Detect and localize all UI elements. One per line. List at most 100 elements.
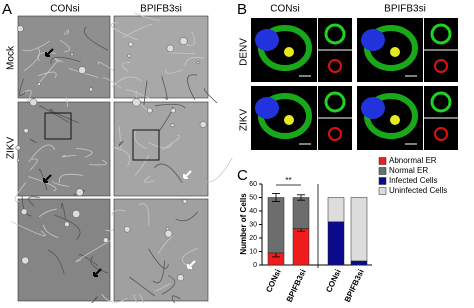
vesicle <box>75 188 84 197</box>
inset-box <box>132 129 160 161</box>
vesicle <box>170 123 175 128</box>
nucleus <box>255 97 279 119</box>
membrane <box>23 47 41 72</box>
vesicle <box>72 209 81 218</box>
y-tick-label: 50 <box>249 194 257 201</box>
colocalization <box>284 115 294 125</box>
legend-swatch <box>378 167 387 175</box>
membrane <box>155 103 186 109</box>
membrane <box>78 254 99 267</box>
fluorescence-image <box>424 118 458 150</box>
membrane <box>157 236 173 254</box>
membrane <box>203 88 218 104</box>
vesicle <box>199 121 207 128</box>
er-signal <box>324 91 346 113</box>
membrane <box>143 80 148 105</box>
inset-box <box>44 112 72 140</box>
legend-swatch <box>378 187 387 195</box>
membrane <box>144 176 155 183</box>
membrane <box>28 144 56 163</box>
membrane <box>37 52 56 62</box>
membrane <box>134 130 148 150</box>
membrane <box>183 31 196 46</box>
membrane <box>187 74 198 100</box>
legend-label: Infected Cells <box>389 176 437 185</box>
membrane <box>134 155 150 176</box>
vesicle <box>182 199 188 204</box>
membrane <box>75 147 93 158</box>
panel-label: A <box>2 1 12 18</box>
bar-segment <box>327 197 345 223</box>
fluorescence-image <box>424 18 458 50</box>
membrane <box>118 126 122 149</box>
membrane <box>110 22 138 41</box>
membrane <box>38 71 57 79</box>
membrane <box>49 109 79 124</box>
bar-segment <box>350 260 368 266</box>
fluorescence-image <box>424 50 458 82</box>
vesicle <box>16 158 20 162</box>
bar-segment <box>350 197 368 262</box>
vesicle <box>23 128 29 134</box>
vesicle <box>103 237 109 243</box>
vesicle <box>15 145 21 151</box>
er-signal <box>430 91 452 113</box>
virus-signal <box>328 59 342 73</box>
legend-label: Abnormal ER <box>389 156 437 165</box>
y-tick-label: 20 <box>249 235 257 242</box>
vesicle <box>29 98 38 107</box>
membrane <box>165 69 184 74</box>
membrane <box>138 203 150 226</box>
membrane <box>121 61 131 72</box>
x-tick-label: BPIFB3si <box>343 268 366 303</box>
vesicle <box>179 37 188 46</box>
bar-segment <box>292 228 310 266</box>
membrane <box>68 68 99 78</box>
significance: ** <box>285 176 291 185</box>
membrane <box>75 240 111 263</box>
membrane <box>102 77 122 89</box>
colocalization <box>390 47 400 57</box>
membrane <box>111 209 126 216</box>
membrane <box>39 105 70 123</box>
virus-signal <box>434 127 448 141</box>
vesicle <box>37 82 41 86</box>
vesicle <box>164 229 173 238</box>
membrane <box>38 208 57 218</box>
legend-swatch <box>378 177 387 185</box>
membrane <box>184 57 205 67</box>
arrow <box>45 48 54 57</box>
vesicle <box>166 44 175 53</box>
error-bar <box>272 193 280 202</box>
y-axis-label: Number of Cells <box>239 193 248 255</box>
membrane <box>50 56 81 65</box>
fluorescence-image <box>318 50 352 82</box>
y-tick-label: 60 <box>249 181 257 188</box>
membrane <box>111 76 143 88</box>
column-header: BPIFB3si <box>140 4 182 15</box>
membrane <box>22 40 50 52</box>
membrane <box>59 39 70 53</box>
arrow <box>43 174 52 183</box>
membrane <box>28 176 57 192</box>
membrane <box>90 256 109 274</box>
nucleus <box>361 29 385 51</box>
nucleus <box>361 97 385 119</box>
vesicle <box>88 87 94 92</box>
membrane <box>148 142 173 149</box>
bar-segment <box>267 197 285 254</box>
membrane <box>38 168 48 191</box>
x-tick-label: BPIFB3si <box>285 268 308 303</box>
membrane <box>43 224 59 238</box>
column-header: CONsi <box>50 4 79 15</box>
virus-signal <box>434 59 448 73</box>
membrane <box>175 211 199 222</box>
fluorescence-image <box>424 86 458 118</box>
fluorescence-image <box>318 118 352 150</box>
arrow <box>183 170 192 179</box>
x-tick-label: CONsi <box>264 268 282 294</box>
y-tick-label: 0 <box>253 262 257 269</box>
membrane <box>148 248 169 269</box>
legend-label: Normal ER <box>389 166 428 175</box>
